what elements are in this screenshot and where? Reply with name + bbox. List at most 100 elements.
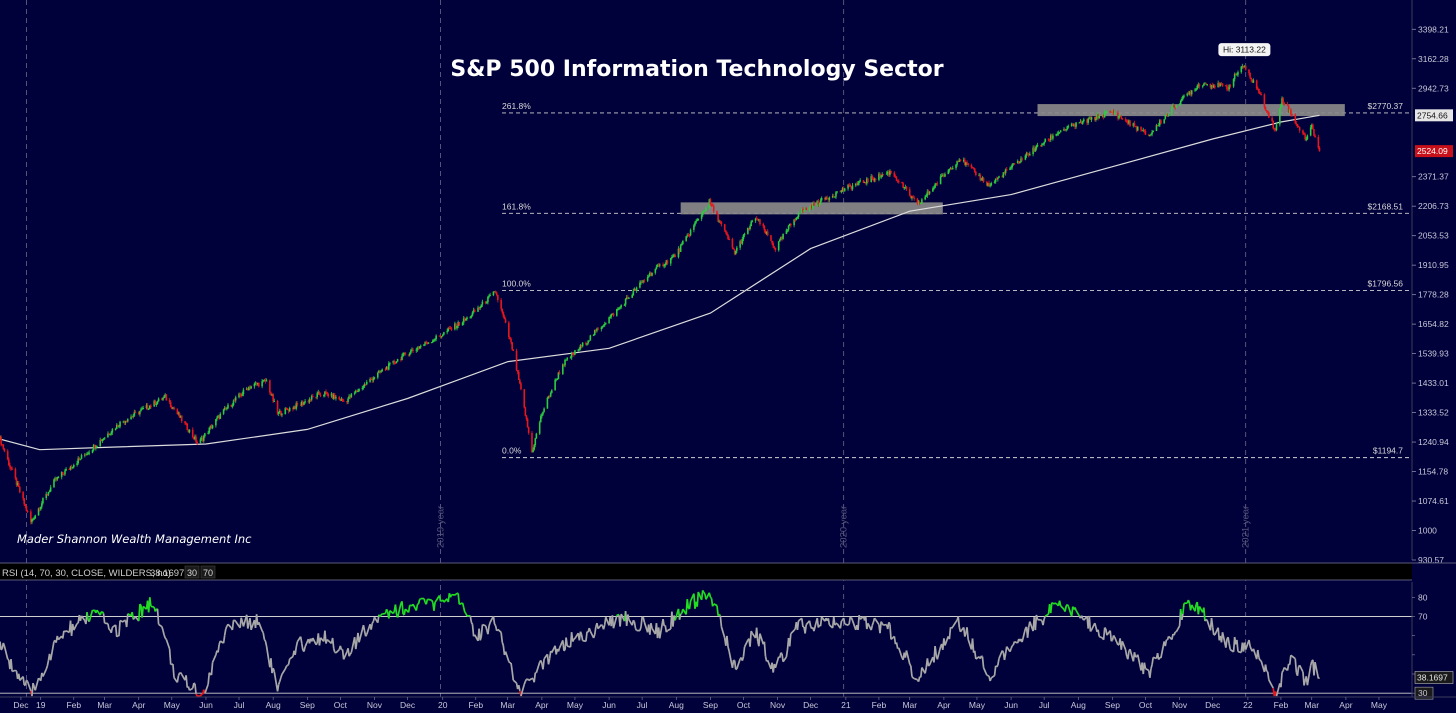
rsi-segment: [731, 660, 735, 669]
time-tick-label: Feb: [66, 700, 81, 710]
candle: [1043, 142, 1045, 145]
candle: [450, 328, 453, 330]
year-label: 2021 year: [1241, 506, 1252, 548]
candle: [238, 393, 240, 398]
last-price-label: 2524.09: [1417, 146, 1448, 156]
rsi-segment: [318, 637, 322, 646]
candle: [211, 425, 214, 429]
candle: [172, 407, 174, 409]
candle: [458, 321, 461, 326]
rsi-segment: [911, 675, 914, 679]
candle: [1174, 107, 1176, 109]
candle: [126, 419, 129, 422]
candle: [1228, 84, 1230, 90]
candle: [1073, 125, 1075, 127]
price-pane[interactable]: 2019 year 2020 year 2021 year 261.8% $2770.…: [0, 0, 1410, 697]
candle: [310, 396, 313, 400]
candle: [1109, 111, 1112, 113]
candle: [566, 357, 569, 360]
rsi-segment: [258, 621, 263, 632]
candle: [142, 408, 144, 410]
rsi-axis[interactable]: 80 70 30 38.1697: [1411, 582, 1454, 700]
candle: [1280, 105, 1282, 109]
candle: [1041, 144, 1043, 146]
candle: [1295, 123, 1298, 125]
candle: [171, 407, 173, 409]
candle: [1016, 160, 1019, 164]
rsi-segment: [913, 677, 918, 681]
candle: [373, 377, 376, 379]
rsi-segment: [1187, 599, 1191, 604]
rsi-segment: [919, 667, 923, 678]
candle: [778, 239, 781, 242]
candle: [1290, 109, 1292, 115]
candle: [1011, 164, 1013, 168]
rsi-indicator-label[interactable]: RSI (14, 70, 30, CLOSE, WILDERS, no): [2, 568, 171, 579]
candle: [1135, 126, 1138, 131]
ma-value-box: [1415, 109, 1453, 122]
rsi-segment: [280, 674, 283, 678]
candle: [1164, 115, 1167, 120]
candle: [972, 167, 975, 169]
candle: [841, 187, 844, 192]
candle: [1055, 133, 1058, 136]
candle: [1279, 108, 1281, 125]
rsi-segment: [848, 616, 852, 625]
candle: [1248, 69, 1250, 74]
candle: [903, 187, 906, 189]
time-tick-label: Oct: [737, 700, 751, 710]
candle: [1095, 118, 1097, 121]
candle: [1206, 84, 1208, 86]
rsi-segment: [585, 631, 588, 642]
candle: [1021, 158, 1023, 160]
candle: [794, 219, 797, 221]
candle: [370, 378, 372, 380]
rsi-segment: [1256, 649, 1260, 658]
candle: [1089, 117, 1092, 120]
candle: [962, 159, 965, 162]
candle: [728, 238, 730, 240]
candle: [1274, 129, 1277, 131]
candle: [84, 454, 86, 456]
rsi-segment: [597, 624, 603, 630]
time-tick-label: Jun: [602, 700, 616, 710]
rsi-segment: [300, 643, 304, 651]
candle: [736, 247, 738, 251]
candle: [363, 383, 366, 387]
candle: [77, 458, 79, 464]
candle: [818, 204, 821, 206]
rsi-segment: [719, 615, 723, 627]
price-tick-label: 1240.94: [1418, 437, 1449, 447]
candle: [1155, 125, 1158, 132]
time-axis[interactable]: Dec 19 Feb Mar Apr May Jun Jul Aug Sep Oct Nov Dec 20…: [0, 696, 1456, 710]
rsi-segment: [156, 608, 160, 625]
time-tick-label: Mar: [1304, 700, 1319, 710]
rsi-segment: [46, 660, 50, 667]
rsi-segment: [189, 687, 194, 692]
candle: [326, 392, 328, 394]
candle: [241, 394, 244, 396]
candle: [1112, 110, 1115, 115]
rsi-segment: [1227, 637, 1231, 644]
candle: [1220, 83, 1223, 85]
candle: [1186, 93, 1189, 96]
rsi-pane[interactable]: [0, 589, 1412, 697]
candle: [323, 394, 325, 396]
candle: [631, 295, 634, 298]
candle: [1233, 74, 1236, 80]
candle: [925, 195, 928, 197]
rsi-segment: [662, 618, 665, 626]
candle: [123, 421, 126, 423]
candle: [623, 304, 626, 306]
candle: [600, 327, 603, 330]
rsi-segment: [1173, 631, 1177, 636]
candle: [26, 510, 29, 512]
candle: [379, 370, 381, 373]
rsi-segment: [708, 592, 712, 598]
candle: [990, 182, 993, 186]
price-axis[interactable]: 3398.21 3162.28 2942.73 2371.37 2206.73 2053.…: [1411, 0, 1453, 565]
rsi-segment: [10, 659, 13, 672]
candle: [85, 454, 87, 456]
candle: [950, 168, 953, 170]
candle: [16, 483, 19, 485]
